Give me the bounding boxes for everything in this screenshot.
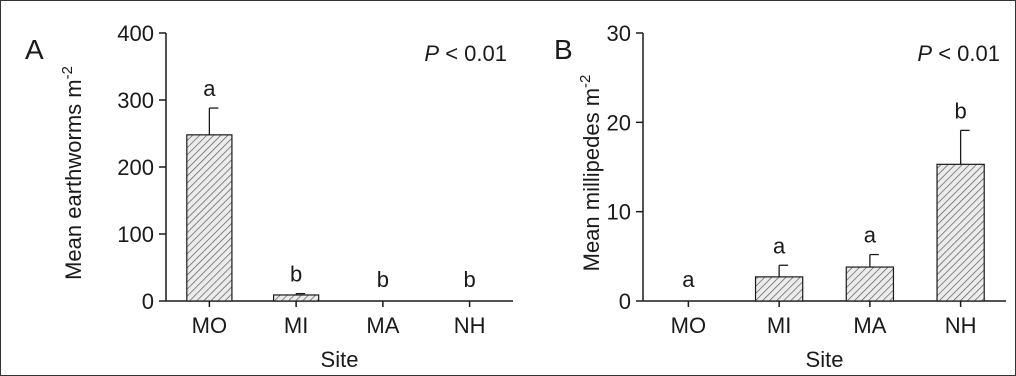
panel-a-sig-letter-nh: b: [464, 267, 476, 292]
panel-b-sig-letter-mi: a: [773, 233, 786, 258]
panel-b-bar-ma: [845, 266, 895, 302]
panel-a-y-tick-label: 100: [117, 222, 154, 247]
panel-b-y-tick-label: 0: [619, 289, 631, 314]
panel-a-x-tick-label-mo: MO: [192, 313, 227, 338]
panel-a-x-tick-label-ma: MA: [366, 313, 399, 338]
panel-a-y-axis-label: Mean earthworms m-2: [59, 66, 86, 280]
panel-b-y-tick-label: 30: [607, 21, 631, 46]
panel-a-sig-letter-ma: b: [377, 267, 389, 292]
panel-a-y-tick-label: 0: [142, 289, 154, 314]
panel-b-sig-letter-mo: a: [682, 267, 695, 292]
panel-b-sig-letter-nh: b: [955, 98, 967, 123]
panel-b-p-threshold: < 0.01: [932, 41, 1000, 66]
panel-a-y-axis-label-text: Mean earthworms m: [61, 79, 86, 280]
panel-a-p-value: P < 0.01: [424, 41, 507, 66]
panel-a-bar-mi: [272, 294, 320, 302]
panel-a-y-axis-label-superscript: -2: [59, 66, 76, 79]
panel-a-bar-mo: [186, 134, 233, 302]
panel-b-y-tick-label: 10: [607, 200, 631, 225]
panel-a-p-symbol: P: [424, 41, 439, 66]
panel-a-y-tick-label: 400: [117, 21, 154, 46]
panel-b-x-tick-label-nh: NH: [945, 313, 977, 338]
panel-a-label: A: [25, 34, 44, 65]
panel-b-y-axis-label-superscript: -2: [577, 75, 594, 88]
panel-a-sig-letter-mi: b: [290, 262, 302, 287]
panel-a-sig-letter-mo: a: [203, 76, 216, 101]
panel-b-y-tick-label: 20: [607, 110, 631, 135]
panel-b-p-value: P < 0.01: [917, 41, 1000, 66]
panel-b-label: B: [554, 34, 573, 65]
panel-a-p-threshold: < 0.01: [439, 41, 507, 66]
panel-b-x-tick-label-mo: MO: [671, 313, 706, 338]
panel-a-x-tick-label-mi: MI: [284, 313, 308, 338]
panel-b-bar-nh: [936, 163, 985, 302]
panel-b-x-tick-label-ma: MA: [853, 313, 886, 338]
panel-a-y-tick-label: 300: [117, 88, 154, 113]
panel-b-sig-letter-ma: a: [864, 223, 877, 248]
panel-a-x-tick-label-nh: NH: [454, 313, 486, 338]
panel-b-x-axis-label: Site: [806, 347, 844, 372]
panel-b-p-symbol: P: [917, 41, 932, 66]
panel-b-y-axis-label: Mean millipedes m-2: [577, 75, 604, 272]
panel-a-x-axis-label: Site: [321, 347, 359, 372]
panel-b-y-axis-label-text: Mean millipedes m: [579, 88, 604, 271]
panel-b-x-tick-label-mi: MI: [767, 313, 791, 338]
panel-b-bar-mi: [754, 276, 804, 302]
panel-a-y-tick-label: 200: [117, 155, 154, 180]
